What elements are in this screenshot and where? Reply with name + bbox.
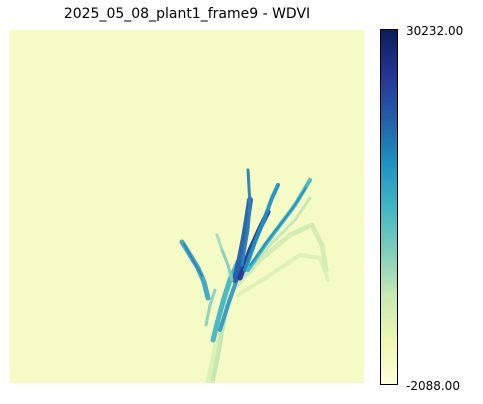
- leaf-center-3: [243, 183, 280, 272]
- colorbar-min-label: -2088.00: [406, 379, 460, 393]
- leaf-vertical: [240, 168, 252, 267]
- colorbar-max-label: 30232.00: [406, 24, 464, 38]
- colorbar-gradient: [380, 29, 398, 385]
- stem-mid-1: [210, 259, 241, 343]
- leaf-right-faint-2: [236, 253, 330, 297]
- colorbar: [380, 29, 398, 385]
- leaf-left-vein: [183, 243, 203, 277]
- heatmap-image: [10, 30, 364, 383]
- leaf-small-3: [204, 288, 217, 327]
- chart-title: 2025_05_08_plant1_frame9 - WDVI: [63, 6, 311, 22]
- leaf-small-1: [220, 248, 234, 282]
- leaf-right-faint-1: [229, 222, 329, 293]
- heatmap-background: [10, 30, 364, 383]
- plant-region: [179, 168, 330, 383]
- leaf-small-2: [215, 233, 224, 252]
- leaf-upper-right-vein: [249, 187, 307, 266]
